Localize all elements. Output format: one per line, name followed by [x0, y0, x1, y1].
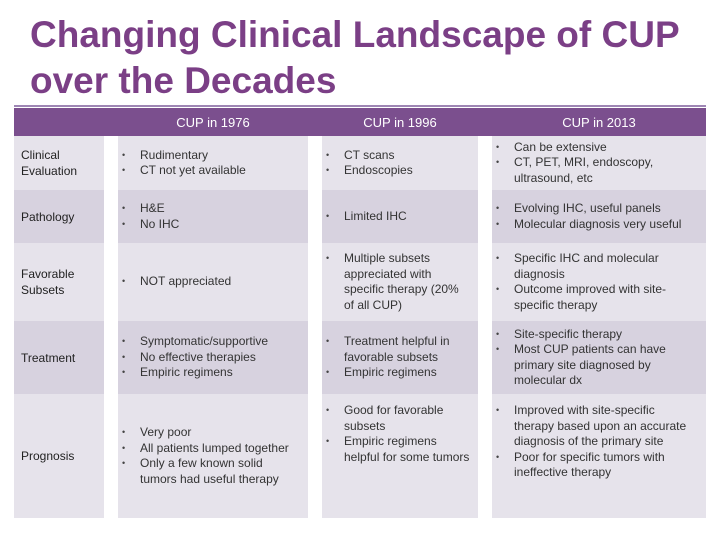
list-item: Good for favorable subsets	[326, 403, 470, 434]
row-label-clinical-evaluation: Clinical Evaluation	[14, 136, 104, 190]
cell-1996-prognosis: Good for favorable subsets Empiric regim…	[322, 394, 478, 518]
cell-1996-pathology: Limited IHC	[322, 190, 478, 243]
list-item: Empiric regimens	[122, 365, 300, 381]
list-item: Only a few known solid tumors had useful…	[122, 456, 300, 487]
comparison-table: CUP in 1976 CUP in 1996 CUP in 2013 Clin…	[14, 108, 706, 518]
list-item: CT, PET, MRI, endoscopy, ultrasound, etc	[496, 155, 698, 186]
header-spacer	[308, 108, 322, 136]
row-label-favorable-subsets: Favorable Subsets	[14, 243, 104, 321]
header-blank-cell	[14, 108, 104, 136]
cell-2013-favorable-subsets: Specific IHC and molecular diagnosis Out…	[492, 243, 706, 321]
header-spacer	[104, 108, 118, 136]
row-label-pathology: Pathology	[14, 190, 104, 243]
list-item: Endoscopies	[326, 163, 470, 179]
list-item: Rudimentary	[122, 148, 300, 164]
cell-1976-treatment: Symptomatic/supportive No effective ther…	[118, 321, 308, 394]
list-item: H&E	[122, 201, 300, 217]
list-item: Outcome improved with site-specific ther…	[496, 282, 698, 313]
list-item: Molecular diagnosis very useful	[496, 217, 698, 233]
page-title: Changing Clinical Landscape of CUP over …	[30, 14, 679, 101]
row-label-treatment: Treatment	[14, 321, 104, 394]
list-item: Site-specific therapy	[496, 327, 698, 343]
list-item: Poor for specific tumors with ineffectiv…	[496, 450, 698, 481]
cell-2013-clinical-evaluation: Can be extensive CT, PET, MRI, endoscopy…	[492, 136, 706, 190]
list-item: Treatment helpful in favorable subsets	[326, 334, 470, 365]
cell-2013-prognosis: Improved with site-specific therapy base…	[492, 394, 706, 518]
column-header-1996: CUP in 1996	[322, 108, 478, 136]
list-item: All patients lumped together	[122, 441, 300, 457]
list-item: Empiric regimens	[326, 365, 470, 381]
cell-1976-clinical-evaluation: Rudimentary CT not yet available	[118, 136, 308, 190]
list-item: CT not yet available	[122, 163, 300, 179]
list-item: Symptomatic/supportive	[122, 334, 300, 350]
list-item: No effective therapies	[122, 350, 300, 366]
row-label-prognosis: Prognosis	[14, 394, 104, 518]
cell-1996-favorable-subsets: Multiple subsets appreciated with specif…	[322, 243, 478, 321]
list-item: Improved with site-specific therapy base…	[496, 403, 698, 450]
list-item: Specific IHC and molecular diagnosis	[496, 251, 698, 282]
list-item: No IHC	[122, 217, 300, 233]
list-item: NOT appreciated	[122, 274, 300, 290]
cell-2013-treatment: Site-specific therapy Most CUP patients …	[492, 321, 706, 394]
list-item: CT scans	[326, 148, 470, 164]
cell-1996-treatment: Treatment helpful in favorable subsets E…	[322, 321, 478, 394]
list-item: Multiple subsets appreciated with specif…	[326, 251, 470, 313]
cell-2013-pathology: Evolving IHC, useful panels Molecular di…	[492, 190, 706, 243]
list-item: Most CUP patients can have primary site …	[496, 342, 698, 389]
list-item: Empiric regimens helpful for some tumors	[326, 434, 470, 465]
cell-1976-pathology: H&E No IHC	[118, 190, 308, 243]
list-item: Very poor	[122, 425, 300, 441]
list-item: Limited IHC	[326, 209, 470, 225]
column-header-1976: CUP in 1976	[118, 108, 308, 136]
cell-1976-favorable-subsets: NOT appreciated	[118, 243, 308, 321]
cell-1996-clinical-evaluation: CT scans Endoscopies	[322, 136, 478, 190]
column-header-2013: CUP in 2013	[492, 108, 706, 136]
list-item: Can be extensive	[496, 140, 698, 156]
header-spacer	[478, 108, 492, 136]
title-divider	[14, 105, 706, 107]
list-item: Evolving IHC, useful panels	[496, 201, 698, 217]
cell-1976-prognosis: Very poor All patients lumped together O…	[118, 394, 308, 518]
